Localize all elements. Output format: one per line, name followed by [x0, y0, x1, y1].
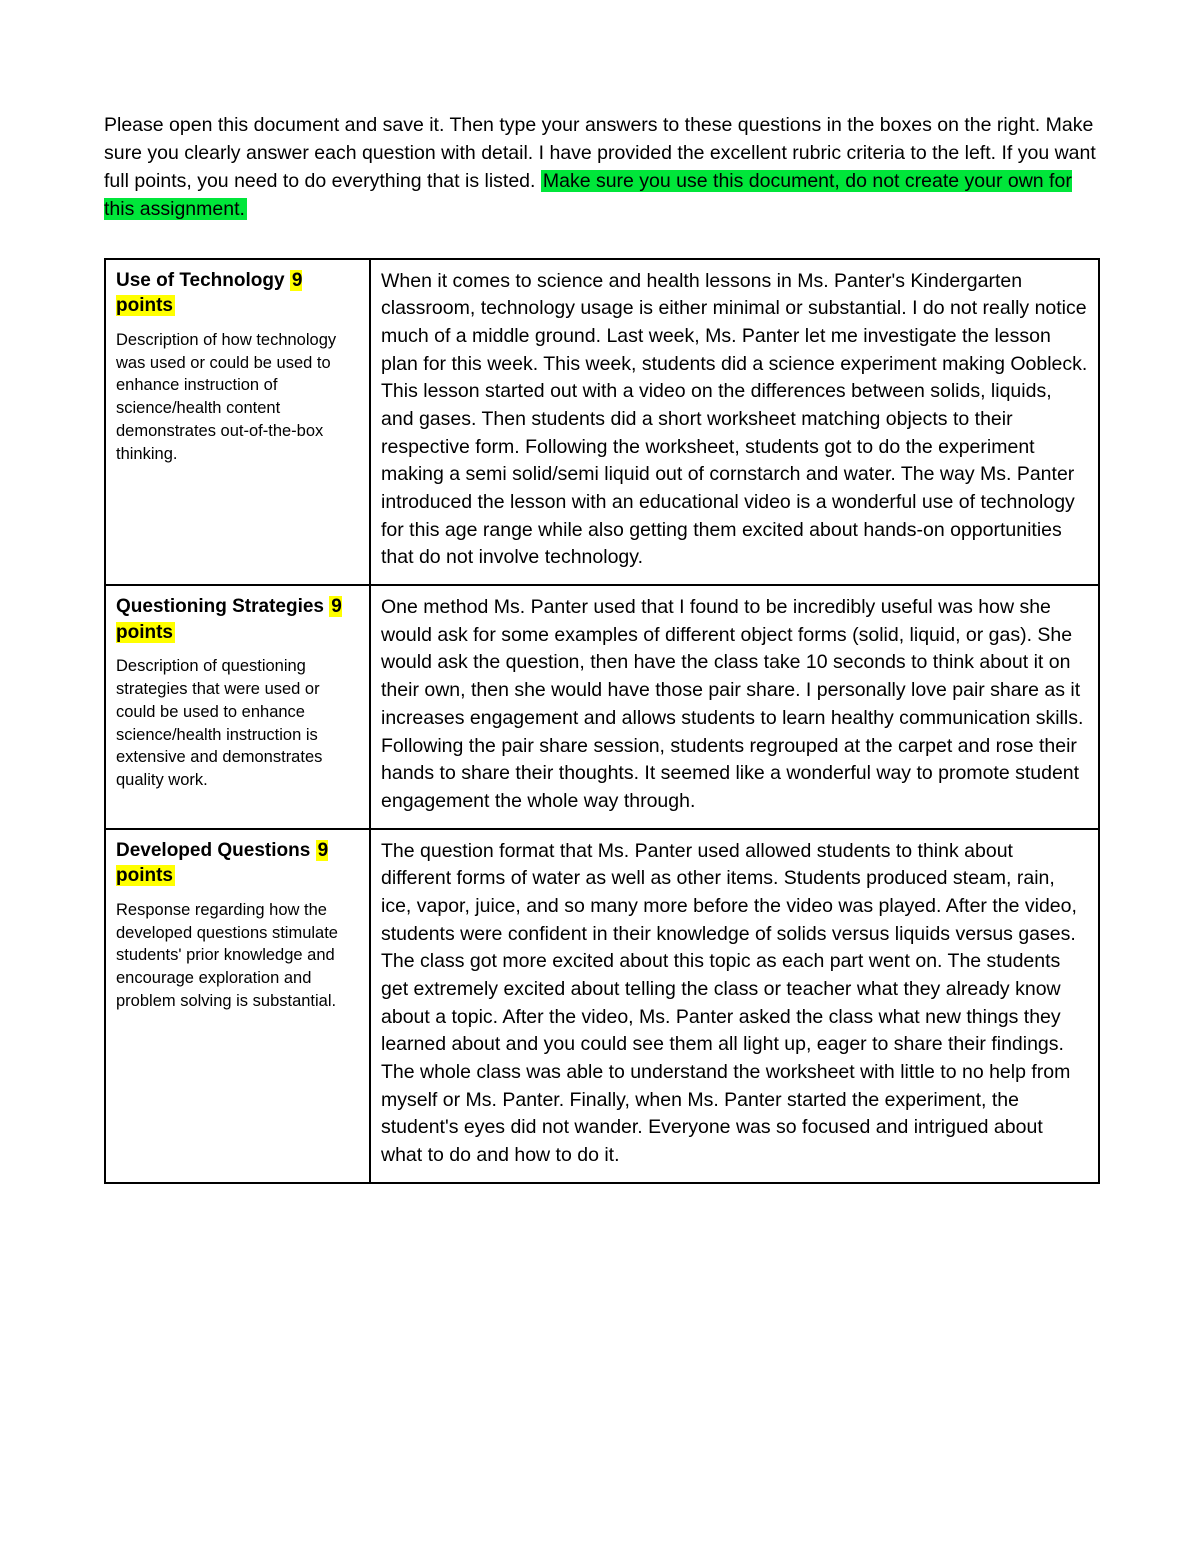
criteria-cell: Questioning Strategies 9 points Descript… [105, 585, 370, 829]
table-row: Questioning Strategies 9 points Descript… [105, 585, 1099, 829]
table-row: Use of Technology 9 points Description o… [105, 259, 1099, 586]
title-text: Questioning Strategies [116, 596, 324, 617]
section-title: Developed Questions 9 points [116, 838, 359, 889]
answer-text: The question format that Ms. Panter used… [381, 838, 1088, 1170]
section-title: Use of Technology 9 points [116, 268, 359, 319]
section-description: Description of questioning strategies th… [116, 655, 359, 792]
answer-cell: One method Ms. Panter used that I found … [370, 585, 1099, 829]
intro-paragraph: Please open this document and save it. T… [104, 112, 1100, 224]
title-text: Developed Questions [116, 840, 310, 861]
document-page: Please open this document and save it. T… [0, 0, 1200, 1553]
rubric-table: Use of Technology 9 points Description o… [104, 258, 1100, 1184]
criteria-cell: Use of Technology 9 points Description o… [105, 259, 370, 586]
title-text: Use of Technology [116, 270, 285, 291]
answer-cell: The question format that Ms. Panter used… [370, 829, 1099, 1183]
section-title: Questioning Strategies 9 points [116, 594, 359, 645]
section-description: Response regarding how the developed que… [116, 899, 359, 1013]
answer-cell: When it comes to science and health less… [370, 259, 1099, 586]
table-row: Developed Questions 9 points Response re… [105, 829, 1099, 1183]
criteria-cell: Developed Questions 9 points Response re… [105, 829, 370, 1183]
section-description: Description of how technology was used o… [116, 329, 359, 466]
answer-text: When it comes to science and health less… [381, 268, 1088, 573]
answer-text: One method Ms. Panter used that I found … [381, 594, 1088, 816]
